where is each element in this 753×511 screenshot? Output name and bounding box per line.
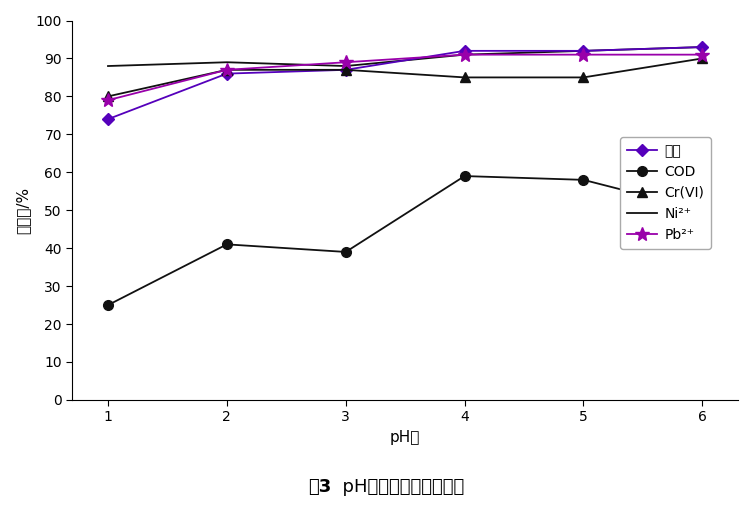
Text: 图3: 图3: [308, 478, 331, 496]
Text: pH对污染物去除的影响: pH对污染物去除的影响: [331, 478, 465, 496]
X-axis label: pH値: pH値: [390, 430, 420, 445]
Y-axis label: 去除率/%: 去除率/%: [15, 187, 30, 234]
Legend: 浓度, COD, Cr(VI), Ni²⁺, Pb²⁺: 浓度, COD, Cr(VI), Ni²⁺, Pb²⁺: [620, 137, 711, 249]
